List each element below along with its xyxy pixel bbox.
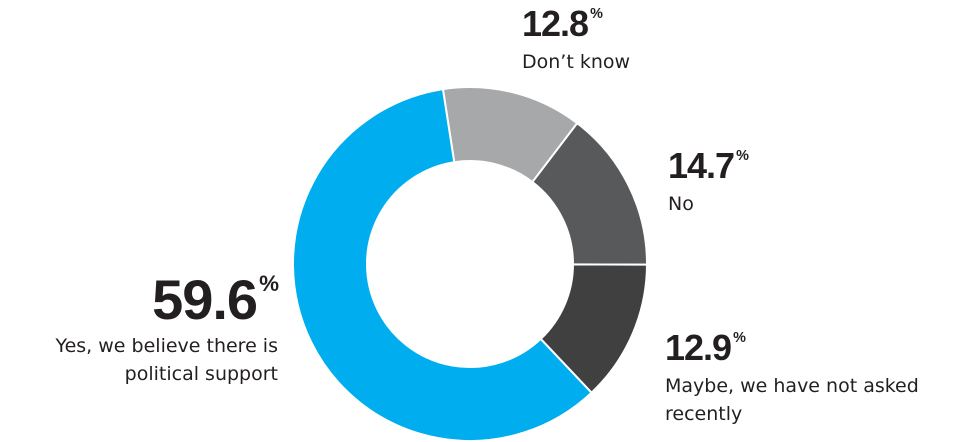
value-number: 12.9 <box>665 327 732 368</box>
donut-segment <box>292 87 593 442</box>
value-label: 12.8% <box>522 6 822 42</box>
value-unit: % <box>733 329 746 346</box>
value-number: 59.6 <box>152 268 258 331</box>
category-label: Maybe, we have not asked recently <box>665 375 919 425</box>
value-unit: % <box>259 271 279 297</box>
value-unit: % <box>590 5 603 22</box>
category-label: No <box>668 193 694 215</box>
value-label: 14.7% <box>668 148 918 184</box>
value-label: 59.6% <box>5 271 279 328</box>
data-label: 12.9% Maybe, we have not asked recently <box>665 330 970 428</box>
category-label: Yes, we believe there is political suppo… <box>55 335 278 385</box>
value-number: 14.7 <box>668 145 735 186</box>
data-label: 59.6% Yes, we believe there is political … <box>5 271 279 388</box>
value-number: 12.8 <box>522 3 589 44</box>
category-label: Don’t know <box>522 51 631 73</box>
data-label: 14.7% No <box>668 148 918 218</box>
value-label: 12.9% <box>665 330 970 366</box>
value-unit: % <box>736 147 749 164</box>
data-label: 12.8% Don’t know <box>522 6 822 76</box>
